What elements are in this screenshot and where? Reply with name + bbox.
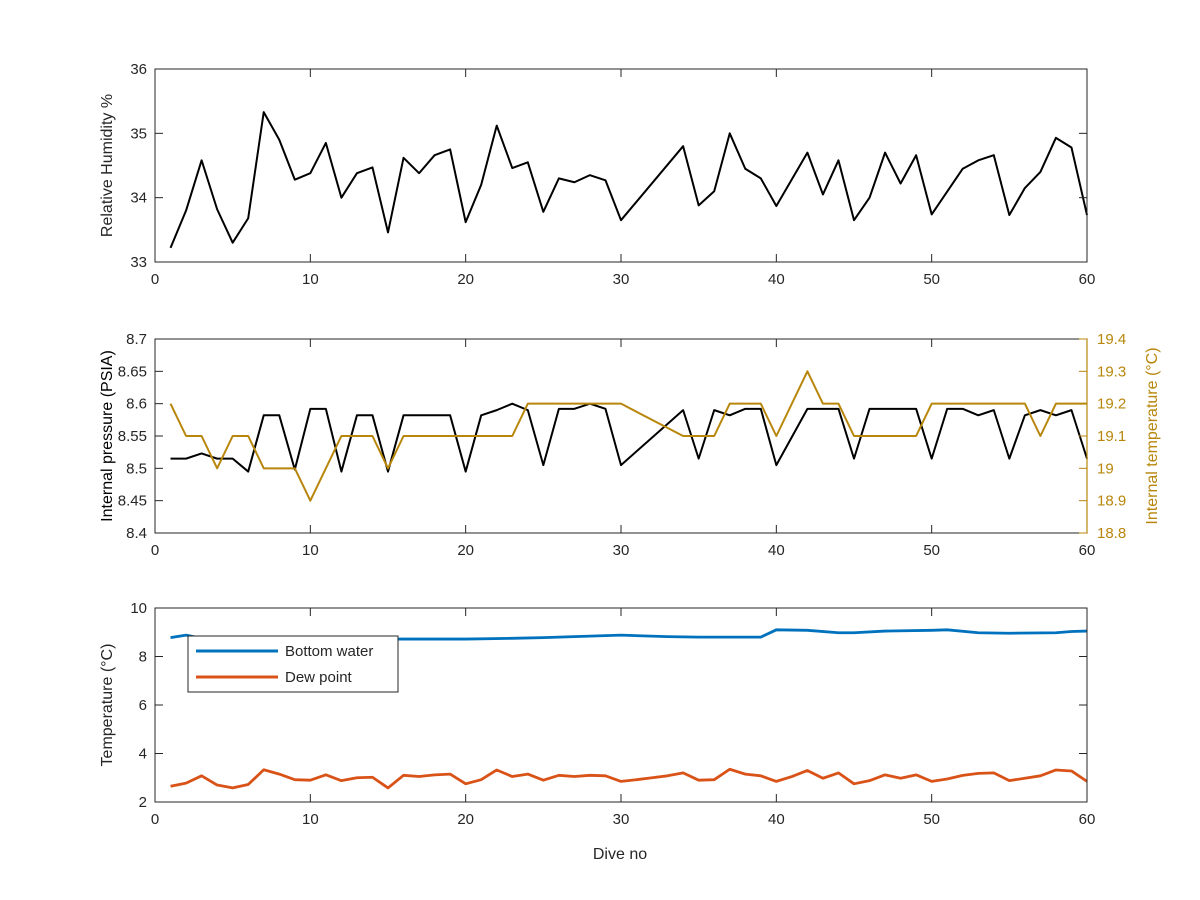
x-tick-label: 0 — [151, 811, 159, 828]
x-tick-label: 10 — [302, 542, 319, 559]
x-tick-label: 50 — [923, 811, 940, 828]
y-tick-label: 6 — [139, 697, 147, 714]
legend-entry: Bottom water — [285, 643, 373, 660]
x-tick-label: 10 — [302, 811, 319, 828]
y-tick-label-right: 19 — [1097, 460, 1114, 477]
x-tick-label: 0 — [151, 542, 159, 559]
y-axis-label: Temperature (°C) — [99, 644, 116, 767]
y-tick-label-right: 19.3 — [1097, 363, 1126, 380]
y-tick-label: 33 — [130, 254, 147, 271]
x-tick-label: 40 — [768, 811, 785, 828]
x-tick-label: 20 — [457, 271, 474, 288]
y-tick-label-right: 18.8 — [1097, 525, 1126, 542]
x-tick-label: 20 — [457, 542, 474, 559]
x-tick-label: 30 — [613, 542, 630, 559]
y-axis-label: Internal pressure (PSIA) — [99, 350, 116, 522]
legend-box — [187, 635, 399, 693]
x-tick-label: 60 — [1079, 271, 1096, 288]
x-tick-label: 40 — [768, 271, 785, 288]
x-tick-label: 60 — [1079, 811, 1096, 828]
y-tick-label: 8.7 — [126, 331, 147, 348]
y-axis-label: Relative Humidity % — [99, 94, 116, 237]
y-tick-label: 8.4 — [126, 525, 147, 542]
axes-box — [154, 338, 1088, 534]
y-tick-label-right: 19.2 — [1097, 396, 1126, 413]
y-tick-label: 8.65 — [118, 363, 147, 380]
x-tick-label: 50 — [923, 271, 940, 288]
y-tick-label-right: 19.1 — [1097, 428, 1126, 445]
y-tick-label-right: 19.4 — [1097, 331, 1126, 348]
y-tick-label: 8.5 — [126, 460, 147, 477]
axes-box — [154, 68, 1088, 263]
y-tick-label: 2 — [139, 794, 147, 811]
series-line-1-1 — [169, 111, 1088, 249]
y-tick-label-right: 18.9 — [1097, 493, 1126, 510]
panel-1: 0 10 20 30 40 50 60 33 34 35 36 Relative Humidity % — [99, 61, 1095, 288]
x-axis-label: Dive no — [593, 846, 647, 863]
series-line-2-1 — [170, 402, 1088, 473]
x-tick-label: 10 — [302, 271, 319, 288]
panel-2: 0 10 20 30 40 50 60 8.4 8.45 8.5 8.55 8.6 8.65 8.7 18.… — [99, 331, 1161, 559]
y-tick-label: 34 — [130, 190, 147, 207]
series-line-3-2 — [170, 767, 1088, 790]
x-tick-label: 0 — [151, 271, 159, 288]
x-tick-label: 60 — [1079, 542, 1096, 559]
y-tick-label: 8.55 — [118, 428, 147, 445]
x-tick-label: 20 — [457, 811, 474, 828]
y-tick-label: 35 — [130, 125, 147, 142]
series-line-2-2 — [169, 370, 1087, 502]
x-tick-label: 30 — [613, 811, 630, 828]
x-tick-label: 40 — [768, 542, 785, 559]
y-tick-label: 8.45 — [118, 493, 147, 510]
y-tick-label: 8.6 — [126, 396, 147, 413]
legend: Bottom water Dew point — [187, 635, 399, 693]
y-tick-label: 4 — [139, 746, 147, 763]
x-tick-label: 30 — [613, 271, 630, 288]
legend-entry: Dew point — [285, 669, 353, 686]
y-tick-label: 36 — [130, 61, 147, 78]
x-tick-label: 50 — [923, 542, 940, 559]
y-tick-label: 8 — [139, 649, 147, 666]
y-tick-label: 10 — [130, 600, 147, 617]
y-axis-label-right: Internal temperature (°C) — [1144, 347, 1161, 524]
panel-3: 0 10 20 30 40 50 60 2 4 6 8 10 Temperature (°C) Botto… — [99, 600, 1095, 828]
